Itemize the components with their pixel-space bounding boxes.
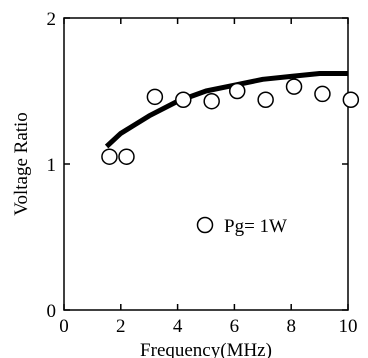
data-layer — [101, 70, 360, 165]
y-tick-label: 0 — [47, 301, 57, 322]
data-point — [257, 91, 274, 109]
legend: Pg= 1W — [196, 216, 287, 237]
data-point — [228, 82, 246, 100]
data-point — [146, 88, 164, 106]
data-point — [314, 85, 331, 103]
x-tick-label: 0 — [59, 316, 69, 337]
x-tick-label: 6 — [230, 316, 240, 337]
data-point — [101, 148, 118, 165]
legend-marker-pg-1w — [196, 216, 214, 234]
y-tick-label: 1 — [47, 155, 57, 176]
x-tick-label: 10 — [339, 316, 358, 337]
y-tick-label: 2 — [47, 9, 57, 30]
data-point — [203, 92, 220, 110]
y-axis-title: Voltage Ratio — [11, 112, 32, 216]
data-point — [342, 91, 360, 109]
data-point — [285, 78, 303, 95]
x-tick-label: 4 — [173, 316, 183, 337]
data-point — [118, 148, 135, 165]
ticks-layer: 0 2 4 6 8 10 0 1 2 — [47, 9, 358, 337]
legend-label-pg-1w: Pg= 1W — [224, 216, 287, 237]
series-line — [104, 70, 348, 149]
x-axis-title: Frequency(MHz) — [140, 340, 272, 358]
data-point — [175, 91, 192, 109]
x-tick-label: 2 — [116, 316, 126, 337]
x-tick-label: 8 — [286, 316, 296, 337]
